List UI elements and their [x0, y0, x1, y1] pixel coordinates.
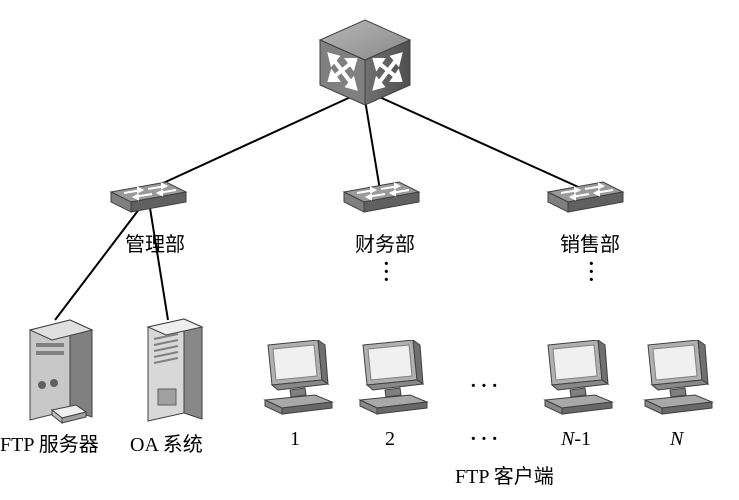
label-dept-mgmt: 管理部: [125, 228, 185, 257]
hdots-pcs: ···: [470, 375, 502, 398]
label-pc-1: 1: [290, 428, 300, 451]
vdots-finance: ···: [383, 260, 390, 284]
switch-sales: [543, 180, 628, 220]
switch-mgmt: [106, 180, 191, 220]
label-ftp-server: FTP 服务器: [0, 428, 99, 457]
pc-n: [640, 340, 718, 423]
ftp-server: [20, 315, 105, 430]
label-oa: OA 系统: [130, 428, 203, 457]
hdots-labels: ···: [470, 428, 502, 451]
label-ftp-clients: FTP 客户端: [455, 460, 554, 489]
label-pc-n-1: N-1: [561, 428, 591, 451]
pc-1: [260, 340, 338, 423]
pc-n-1: [540, 340, 618, 423]
label-pc-n: N: [670, 428, 683, 451]
switch-finance: [339, 180, 424, 220]
oa-server: [140, 315, 210, 430]
core-switch: [310, 10, 420, 115]
pc-2: [355, 340, 433, 423]
label-pc-2: 2: [385, 428, 395, 451]
vdots-sales: ···: [588, 260, 595, 284]
